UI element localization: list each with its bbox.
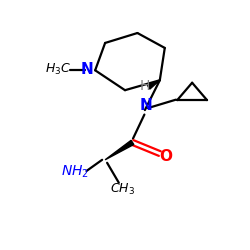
Text: N: N: [81, 62, 94, 76]
Text: $NH_2$: $NH_2$: [61, 164, 89, 180]
Text: H: H: [139, 80, 149, 94]
Text: N: N: [140, 98, 152, 113]
Text: $H_3C$: $H_3C$: [45, 62, 71, 76]
Polygon shape: [105, 140, 134, 160]
Text: $CH_3$: $CH_3$: [110, 182, 135, 197]
Polygon shape: [148, 80, 160, 89]
Text: O: O: [159, 148, 172, 164]
